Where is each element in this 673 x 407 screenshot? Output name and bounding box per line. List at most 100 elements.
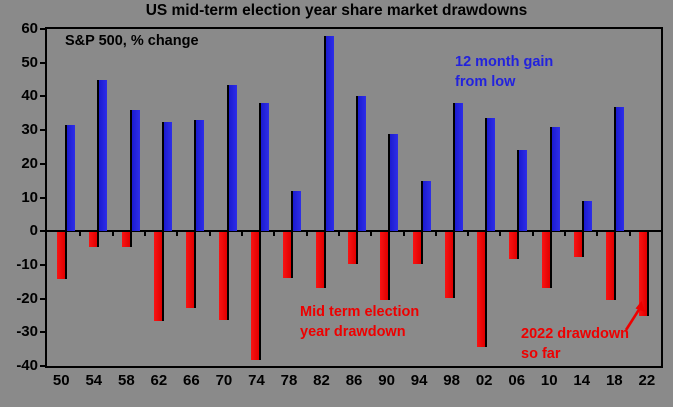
y-axis-label: -30 (16, 323, 38, 341)
bar-shadow-70 (226, 84, 229, 320)
x-axis-tick (143, 232, 146, 237)
bar-shadow-94 (420, 180, 423, 265)
bar-shadow-02 (485, 118, 488, 347)
bar-shadow-66 (194, 120, 197, 308)
x-axis-tick (111, 232, 114, 237)
x-axis-label: 62 (150, 372, 168, 389)
y-axis-label: -40 (16, 357, 38, 374)
bar-shadow-18 (614, 106, 617, 300)
drawdown-bar-50 (57, 232, 65, 280)
x-axis-label: 50 (52, 372, 70, 389)
y-axis-tick (40, 129, 45, 132)
bar-shadow-10 (549, 126, 552, 288)
drawdown-bar-22 (638, 232, 647, 317)
drawdown-bar-02 (477, 232, 486, 347)
gain-bar-14 (584, 200, 593, 232)
gain-bar-74 (260, 103, 269, 232)
y-axis-label: -10 (16, 255, 38, 273)
x-axis-tick (305, 232, 308, 237)
gain-bar-18 (616, 106, 625, 232)
gain-bar-50 (67, 125, 75, 232)
x-axis-label: 10 (540, 372, 558, 389)
drawdown-bar-54 (89, 232, 98, 248)
drawdown-bar-62 (153, 232, 162, 322)
bar-shadow-82 (323, 35, 326, 288)
y-axis-label: 50 (21, 53, 38, 71)
x-axis-tick (370, 232, 373, 237)
x-axis-label: 90 (378, 372, 395, 389)
x-axis-label: 22 (638, 372, 656, 389)
x-axis-labels: 50 54 58 62 66 70 74 78 82 86 90 94 98 02 06 10 14 18 22 (45, 372, 663, 389)
y-axis-tick (40, 162, 45, 165)
y-axis-tick (40, 95, 45, 98)
drawdown-bar-70 (218, 232, 227, 320)
gain-annotation: 12 month gain from low (455, 52, 553, 92)
x-axis-tick (531, 232, 534, 237)
x-axis-tick (499, 232, 502, 237)
arrow-2022-icon (618, 296, 652, 336)
drawdown-bar-06 (509, 232, 518, 260)
x-axis-label: 74 (248, 372, 265, 389)
x-axis-label: 98 (443, 372, 460, 389)
gain-bar-78 (293, 190, 302, 232)
drawdown-bar-90 (380, 232, 389, 300)
y-axis-tick (40, 230, 45, 233)
gain-bar-94 (422, 180, 431, 232)
x-axis-tick (434, 232, 437, 237)
gain-bar-10 (551, 126, 560, 232)
y-axis-label: 60 (21, 20, 38, 37)
x-axis-label: 66 (183, 372, 200, 389)
gain-bar-98 (454, 103, 463, 232)
bar-shadow-54 (97, 79, 100, 248)
zero-line (47, 230, 661, 233)
y-axis-label: 40 (21, 87, 38, 105)
x-axis-label: 02 (475, 372, 493, 389)
drawdown-bar-10 (541, 232, 550, 288)
y-axis-tick (40, 365, 45, 367)
drawdown-bar-98 (444, 232, 453, 298)
gain-bar-02 (487, 118, 496, 232)
x-axis-tick (79, 232, 82, 237)
drawdown-bar-18 (606, 232, 615, 300)
y-axis-tick (40, 61, 45, 64)
x-axis-label: 94 (410, 372, 428, 389)
chart-subtitle: S&P 500, % change (65, 33, 199, 49)
bar-shadow-14 (582, 200, 585, 258)
x-axis-label: 82 (313, 372, 330, 389)
bar-shadow-74 (258, 103, 261, 361)
drawdown-bar-66 (186, 232, 195, 308)
bar-shadow-22 (646, 231, 649, 317)
y-axis-tick (40, 263, 45, 266)
bar-shadow-98 (452, 103, 455, 298)
y-axis-tick (40, 196, 45, 199)
x-axis-tick (273, 232, 276, 237)
x-axis-tick (176, 232, 179, 237)
x-axis-label: 14 (573, 372, 591, 389)
drawdown-annotation-line2: year drawdown (300, 324, 406, 340)
bar-shadow-78 (291, 190, 294, 278)
x-axis-label: 18 (605, 372, 623, 389)
x-axis-tick (467, 232, 470, 237)
bar-shadow-90 (388, 133, 391, 300)
x-axis-tick (402, 232, 405, 237)
drawdown-bar-94 (412, 232, 421, 265)
gain-bar-62 (163, 121, 172, 232)
x-axis-label: 06 (508, 372, 526, 389)
y-axis-tick (40, 28, 45, 30)
bar-shadow-06 (517, 150, 520, 260)
x-axis-tick (628, 232, 631, 237)
drawdown-annotation: Mid term election year drawdown (300, 302, 419, 342)
drawdown-bar-82 (315, 232, 324, 288)
gain-annotation-line1: 12 month gain (455, 54, 554, 70)
bar-shadow-62 (161, 121, 164, 322)
bar-shadow-50 (65, 125, 67, 280)
y-axis-label: 30 (21, 121, 38, 139)
y-axis-tick (40, 331, 45, 334)
annotation-2022: 2022 drawdown so far (521, 324, 629, 364)
x-axis-label: 54 (85, 372, 103, 389)
gain-annotation-line2: from low (455, 74, 516, 90)
y-axis-label: 10 (21, 188, 38, 206)
gain-bar-82 (325, 35, 334, 232)
gain-bar-54 (99, 79, 108, 232)
